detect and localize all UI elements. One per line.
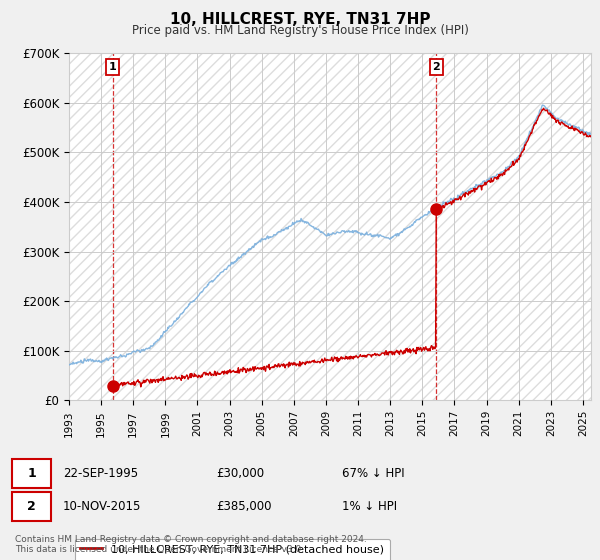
Text: 67% ↓ HPI: 67% ↓ HPI [342, 466, 404, 480]
Text: £385,000: £385,000 [216, 500, 271, 514]
Legend: 10, HILLCREST, RYE, TN31 7HP (detached house), HPI: Average price, detached hous: 10, HILLCREST, RYE, TN31 7HP (detached h… [74, 539, 390, 560]
Text: 2: 2 [432, 62, 440, 72]
Text: 10-NOV-2015: 10-NOV-2015 [63, 500, 142, 514]
Text: 1: 1 [27, 466, 36, 480]
Text: 10, HILLCREST, RYE, TN31 7HP: 10, HILLCREST, RYE, TN31 7HP [170, 12, 430, 27]
Text: 1% ↓ HPI: 1% ↓ HPI [342, 500, 397, 514]
Text: Contains HM Land Registry data © Crown copyright and database right 2024.: Contains HM Land Registry data © Crown c… [15, 535, 367, 544]
Text: This data is licensed under the Open Government Licence v3.0.: This data is licensed under the Open Gov… [15, 545, 304, 554]
Text: Price paid vs. HM Land Registry's House Price Index (HPI): Price paid vs. HM Land Registry's House … [131, 24, 469, 36]
Text: £30,000: £30,000 [216, 466, 264, 480]
Text: 22-SEP-1995: 22-SEP-1995 [63, 466, 138, 480]
Text: 2: 2 [27, 500, 36, 514]
Text: 1: 1 [109, 62, 116, 72]
